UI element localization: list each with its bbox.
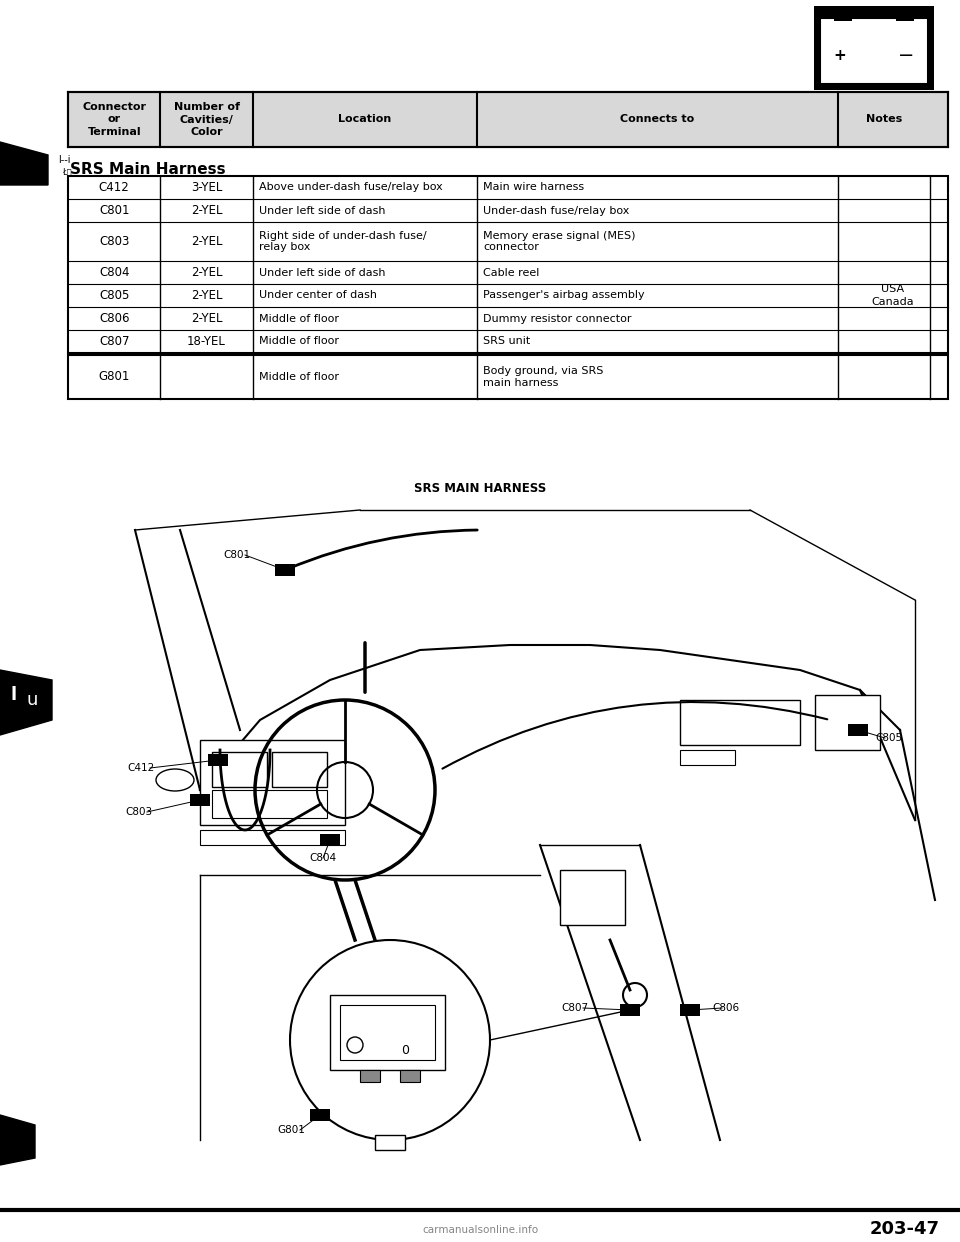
Bar <box>375 1135 405 1150</box>
Text: Middle of floor: Middle of floor <box>259 337 339 347</box>
Text: C805: C805 <box>99 289 130 302</box>
Text: Under left side of dash: Under left side of dash <box>259 267 385 277</box>
Bar <box>320 833 340 846</box>
Text: Connector
or
Terminal: Connector or Terminal <box>83 102 146 137</box>
Text: Cable reel: Cable reel <box>483 267 540 277</box>
Text: Under-dash fuse/relay box: Under-dash fuse/relay box <box>483 205 630 216</box>
Text: 2-YEL: 2-YEL <box>191 266 223 279</box>
Text: 2-YEL: 2-YEL <box>191 204 223 217</box>
Text: C806: C806 <box>712 1004 739 1013</box>
Bar <box>190 794 210 806</box>
Text: Middle of floor: Middle of floor <box>259 313 339 323</box>
Text: Under left side of dash: Under left side of dash <box>259 205 385 216</box>
Bar <box>275 564 295 576</box>
Text: C801: C801 <box>99 204 130 217</box>
Circle shape <box>290 940 490 1140</box>
Text: SRS Main Harness: SRS Main Harness <box>70 161 226 178</box>
Bar <box>896 12 914 21</box>
Text: SRS unit: SRS unit <box>483 337 531 347</box>
Bar <box>680 750 735 765</box>
Bar <box>814 6 934 89</box>
Text: carmanualsonline.info: carmanualsonline.info <box>422 1225 538 1235</box>
Text: Connects to: Connects to <box>620 114 695 124</box>
Bar <box>820 17 928 84</box>
Text: Middle of floor: Middle of floor <box>259 373 339 383</box>
Bar <box>815 696 880 750</box>
Text: l--i: l--i <box>58 155 70 165</box>
Text: 2-YEL: 2-YEL <box>191 312 223 325</box>
Polygon shape <box>0 669 52 735</box>
Text: Number of
Cavities/
Color: Number of Cavities/ Color <box>174 102 240 137</box>
Text: Ł଼: Ł଼ <box>62 168 72 176</box>
Text: C806: C806 <box>99 312 130 325</box>
Text: Above under-dash fuse/relay box: Above under-dash fuse/relay box <box>259 183 443 193</box>
Bar <box>310 1109 330 1122</box>
Bar <box>680 1004 700 1016</box>
Bar <box>834 12 852 21</box>
Text: C412: C412 <box>99 181 130 194</box>
Text: C807: C807 <box>561 1004 588 1013</box>
Text: 2-YEL: 2-YEL <box>191 235 223 248</box>
Bar <box>68 176 948 353</box>
Text: Memory erase signal (MES)
connector: Memory erase signal (MES) connector <box>483 231 636 252</box>
Bar <box>68 355 948 399</box>
Text: +: + <box>833 47 847 62</box>
Text: SRS MAIN HARNESS: SRS MAIN HARNESS <box>414 482 546 496</box>
Bar <box>208 754 228 766</box>
Text: 3-YEL: 3-YEL <box>191 181 223 194</box>
Text: 0: 0 <box>401 1043 409 1057</box>
Bar <box>212 751 267 787</box>
Text: Location: Location <box>338 114 392 124</box>
Text: Notes: Notes <box>866 114 902 124</box>
Bar <box>400 1071 420 1082</box>
Bar <box>272 751 327 787</box>
Text: C803: C803 <box>125 807 152 817</box>
Bar <box>360 1071 380 1082</box>
Bar <box>200 830 345 845</box>
Text: C803: C803 <box>99 235 130 248</box>
Polygon shape <box>0 1115 35 1165</box>
Bar <box>330 995 445 1071</box>
Text: C807: C807 <box>99 335 130 348</box>
Text: Dummy resistor connector: Dummy resistor connector <box>483 313 632 323</box>
Text: G801: G801 <box>99 370 130 384</box>
Text: C412: C412 <box>128 763 155 773</box>
Bar <box>560 869 625 925</box>
Bar <box>848 724 868 737</box>
Text: Main wire harness: Main wire harness <box>483 183 585 193</box>
Text: Body ground, via SRS
main harness: Body ground, via SRS main harness <box>483 366 604 388</box>
Bar <box>620 1004 640 1016</box>
Text: Under center of dash: Under center of dash <box>259 291 376 301</box>
Text: Right side of under-dash fuse/
relay box: Right side of under-dash fuse/ relay box <box>259 231 426 252</box>
Text: 18-YEL: 18-YEL <box>187 335 226 348</box>
Text: G801: G801 <box>277 1125 305 1135</box>
Bar <box>340 1005 435 1059</box>
Text: Passenger's airbag assembly: Passenger's airbag assembly <box>483 291 645 301</box>
Text: C805: C805 <box>875 733 902 743</box>
Text: −: − <box>898 46 914 65</box>
Text: 203-47: 203-47 <box>870 1220 940 1238</box>
Text: C804: C804 <box>99 266 130 279</box>
Bar <box>200 740 345 825</box>
Text: l: l <box>11 686 17 704</box>
Bar <box>68 92 948 147</box>
Text: u: u <box>26 691 37 709</box>
Text: C801: C801 <box>223 550 250 560</box>
Bar <box>212 790 327 818</box>
Bar <box>680 700 800 745</box>
Text: USA
Canada: USA Canada <box>872 284 914 307</box>
Polygon shape <box>0 142 48 185</box>
Text: 2-YEL: 2-YEL <box>191 289 223 302</box>
Text: C804: C804 <box>309 853 337 863</box>
